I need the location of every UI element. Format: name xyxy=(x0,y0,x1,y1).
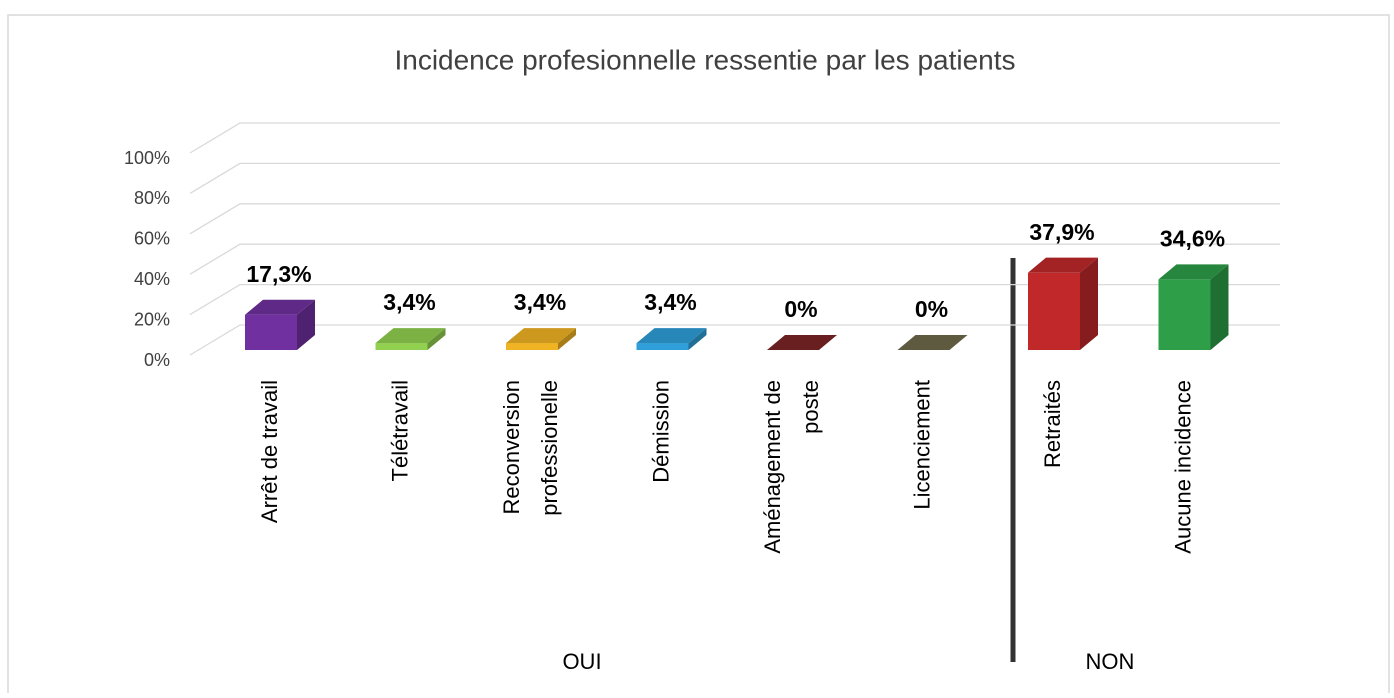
grid-line xyxy=(189,122,1280,154)
x-tick-label: Licenciement xyxy=(909,380,934,510)
bar-top xyxy=(506,328,576,344)
bar-top xyxy=(897,335,968,350)
bar-top xyxy=(1028,257,1098,273)
y-tick-label: 20% xyxy=(134,309,170,329)
bar-side xyxy=(1210,264,1229,350)
bar-side xyxy=(688,328,707,350)
x-tick-label: Aucune incidence xyxy=(1170,380,1195,554)
x-tick-label: Aménagement de poste xyxy=(760,380,823,554)
y-tick-label: 40% xyxy=(134,269,170,289)
value-label: 3,4% xyxy=(514,289,566,315)
grid-line xyxy=(189,243,1280,275)
bar-side xyxy=(427,328,446,350)
bar xyxy=(636,343,689,350)
bar-top xyxy=(375,328,446,344)
y-tick-label: 0% xyxy=(144,350,170,370)
grid-line xyxy=(189,162,1280,194)
bar-top xyxy=(636,328,707,344)
y-tick-label: 60% xyxy=(134,229,170,249)
y-tick-label: 80% xyxy=(134,188,170,208)
x-tick-label: Retraités xyxy=(1040,380,1065,468)
chart-border xyxy=(7,14,1390,698)
grid-line xyxy=(189,283,1280,316)
y-tick-label: 100% xyxy=(124,148,170,168)
bar xyxy=(1158,279,1211,350)
bar xyxy=(375,343,428,350)
value-label: 0% xyxy=(915,296,948,322)
value-label: 3,4% xyxy=(383,289,435,315)
grid-line xyxy=(189,203,1280,235)
bar-top xyxy=(245,299,315,315)
x-tick-label: Arrêt de travail xyxy=(257,380,282,523)
bar xyxy=(506,343,558,350)
x-tick-label: Reconversion professionelle xyxy=(499,380,562,516)
group-label: OUI xyxy=(562,649,601,674)
bar-side xyxy=(1080,257,1098,350)
grid-line xyxy=(189,324,1280,356)
value-label: 34,6% xyxy=(1160,225,1225,251)
x-tick-label: Télétravail xyxy=(387,380,412,481)
value-label: 37,9% xyxy=(1029,219,1094,245)
bar-side xyxy=(297,299,315,350)
value-label: 3,4% xyxy=(644,289,696,315)
value-label: 0% xyxy=(784,296,817,322)
group-label: NON xyxy=(1086,649,1135,674)
bar-top xyxy=(1158,264,1229,280)
bar xyxy=(245,314,297,350)
x-tick-label: Démission xyxy=(648,380,673,483)
value-label: 17,3% xyxy=(246,261,311,287)
bar-top xyxy=(767,335,837,350)
bar xyxy=(1028,272,1080,350)
bar-side xyxy=(558,328,576,350)
chart-title: Incidence profesionnelle ressentie par l… xyxy=(394,44,1015,75)
